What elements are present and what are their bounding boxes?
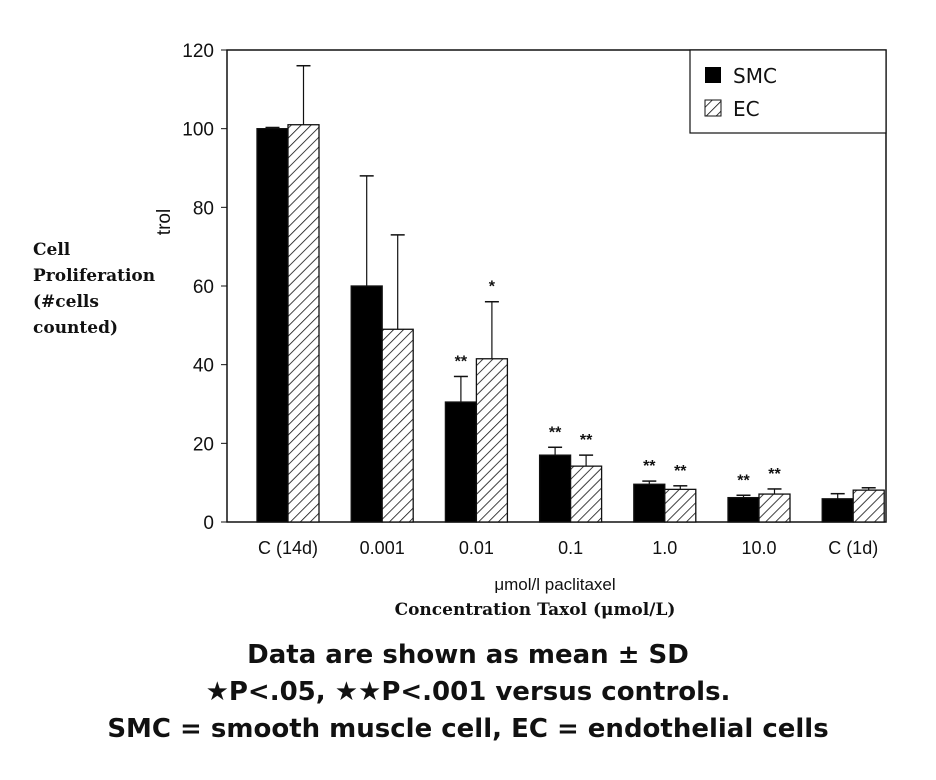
x-tick-label: 0.01 (459, 538, 494, 558)
x-axis-label-2: Concentration Taxol (μmol/L) (395, 600, 676, 620)
bar-ec (381, 328, 414, 523)
legend-label-ec: EC (733, 97, 760, 121)
x-tick-label: 0.001 (360, 538, 405, 558)
legend-swatch-ec (704, 99, 722, 117)
bar-ec (758, 493, 791, 523)
bar-smc (821, 498, 854, 523)
bar-ec (852, 489, 885, 523)
legend-box (689, 49, 887, 134)
x-tick-label: C (1d) (828, 538, 878, 558)
bar-smc (350, 285, 383, 523)
y-tick-label: 20 (193, 434, 214, 455)
y-tick-label: 40 (193, 356, 214, 377)
x-tick-label: 10.0 (741, 538, 776, 558)
bar-smc (256, 128, 289, 523)
y-axis-label-line: (#cells (33, 292, 99, 312)
bar-ec (475, 358, 509, 523)
footnote-significance: ★P<.05, ★★P<.001 versus controls. (205, 677, 731, 707)
significance-marker: ** (737, 472, 750, 489)
legend: SMC EC (689, 49, 887, 134)
footnote-mean-sd: Data are shown as mean ± SD (247, 640, 689, 670)
significance-marker: ** (455, 353, 468, 370)
bar-smc (538, 454, 572, 523)
y-axis-fragment-label: trol (154, 209, 175, 235)
footnote-abbreviations: SMC = smooth muscle cell, EC = endotheli… (107, 714, 829, 744)
bar-ec (287, 124, 320, 523)
significance-marker: ** (580, 432, 593, 449)
legend-swatch-smc (705, 67, 721, 83)
y-tick-label: 80 (193, 198, 214, 219)
y-axis-label-line: Cell (33, 240, 71, 260)
bar-ec (664, 488, 697, 523)
x-axis-label: μmol/l paclitaxel (494, 575, 615, 594)
significance-marker: ** (643, 458, 656, 475)
bar-smc (633, 483, 666, 523)
bar-smc (727, 496, 760, 523)
significance-marker: ** (768, 466, 781, 483)
y-tick-label: 120 (182, 41, 214, 62)
y-tick-label: 60 (193, 277, 214, 298)
x-tick-label: 0.1 (558, 538, 583, 558)
y-axis-label: Cell Proliferation (#cells counted) (33, 240, 155, 338)
y-axis-label-line: Proliferation (33, 266, 155, 286)
significance-marker: * (489, 279, 496, 296)
bar-smc (444, 401, 478, 523)
y-tick-label: 0 (203, 513, 214, 534)
bar-ec (569, 465, 603, 523)
y-axis-label-line: counted) (33, 318, 118, 338)
significance-marker: ** (549, 424, 562, 441)
y-tick-label: 100 (182, 120, 214, 141)
x-tick-label: C (14d) (258, 538, 318, 558)
x-tick-label: 1.0 (652, 538, 677, 558)
significance-marker: ** (674, 463, 687, 480)
legend-label-smc: SMC (733, 64, 777, 88)
